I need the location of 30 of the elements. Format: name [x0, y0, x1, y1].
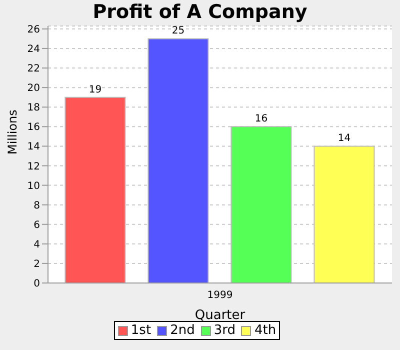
x-tick-label: 1999	[207, 290, 233, 302]
y-tick-label: 18	[27, 102, 40, 114]
y-tick-label: 6	[34, 220, 40, 231]
y-tick-label: 20	[27, 83, 40, 94]
y-tick-label: 26	[27, 24, 40, 36]
legend-label: 2nd	[169, 323, 195, 338]
y-tick-label: 10	[27, 180, 40, 192]
y-axis-title: Millions	[5, 110, 20, 154]
data-label: 16	[254, 114, 268, 125]
bar	[314, 146, 375, 283]
y-tick-label: 2	[34, 259, 40, 270]
legend-label: 3rd	[212, 323, 236, 338]
legend-label: 1st	[130, 323, 152, 338]
data-label: 19	[88, 84, 102, 96]
legend-label: 4th	[253, 323, 276, 338]
data-label: 14	[338, 133, 351, 144]
y-tick-label: 24	[27, 44, 40, 56]
y-tick-label: 0	[34, 278, 40, 290]
y-tick-label: 12	[27, 161, 40, 172]
y-tick-label: 16	[27, 122, 40, 134]
data-label: 25	[172, 26, 185, 37]
bar	[230, 126, 292, 283]
y-tick-label: 4	[34, 239, 40, 250]
bar	[148, 38, 209, 283]
bar	[64, 96, 126, 283]
x-axis-title: Quarter	[194, 308, 246, 323]
y-tick-label: 8	[34, 200, 40, 212]
y-tick-label: 14	[27, 142, 40, 153]
y-tick-label: 22	[27, 64, 40, 75]
chart-title: Profit of A Company	[92, 0, 308, 24]
